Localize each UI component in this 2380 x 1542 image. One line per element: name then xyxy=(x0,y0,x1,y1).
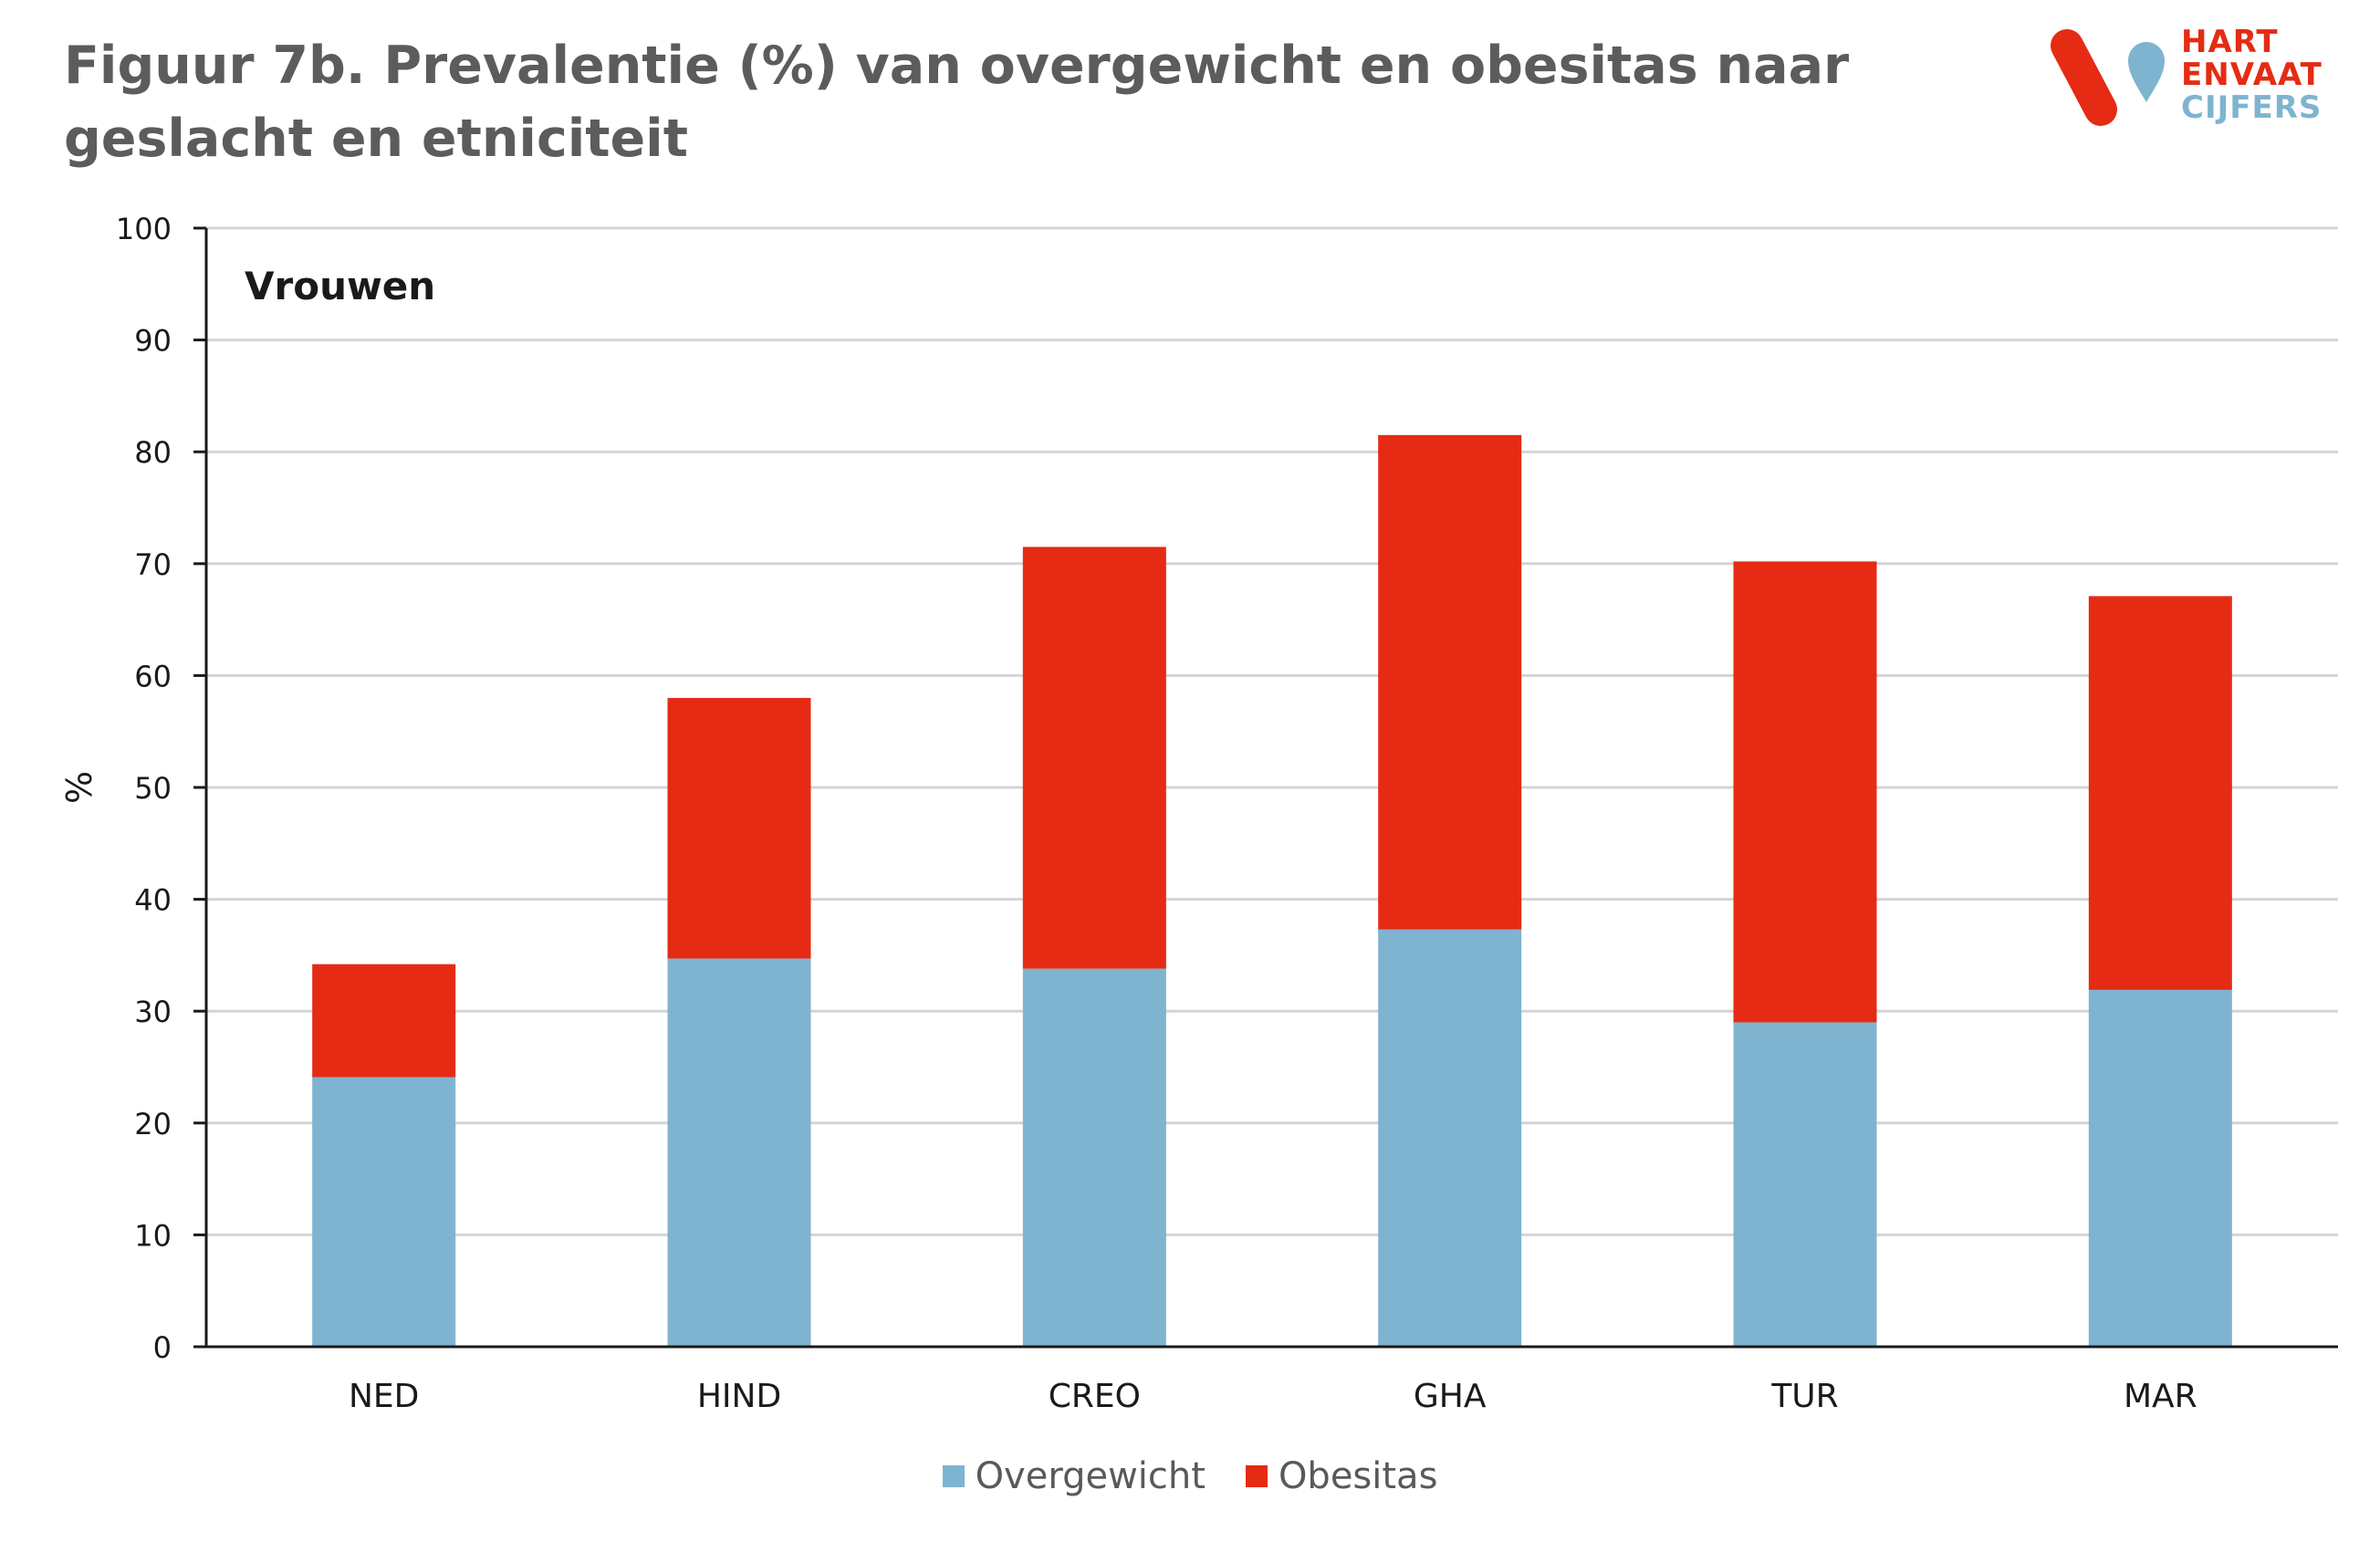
legend-item-obesitas: Obesitas xyxy=(1245,1455,1438,1497)
bar-obesitas-tur xyxy=(1733,561,1877,1023)
bar-overgewicht-mar xyxy=(2088,989,2232,1347)
bar-overgewicht-ned xyxy=(312,1077,456,1347)
chart-title: Figuur 7b. Prevalentie (%) van overgewic… xyxy=(64,36,1850,169)
bar-overgewicht-tur xyxy=(1733,1022,1877,1347)
legend-label-overgewicht: Overgewicht xyxy=(975,1455,1206,1497)
bar-overgewicht-gha xyxy=(1378,929,1522,1347)
x-tick-label-gha: GHA xyxy=(1414,1378,1487,1415)
y-tick-label-70: 70 xyxy=(134,547,172,582)
panel-label-vrouwen: Vrouwen xyxy=(245,264,435,308)
logo-text: HART ENVAAT CIJFERS xyxy=(2181,26,2323,124)
x-tick-label-tur: TUR xyxy=(1770,1378,1838,1415)
y-axis-label: % xyxy=(59,771,99,804)
legend-label-obesitas: Obesitas xyxy=(1278,1455,1438,1497)
legend-swatch-obesitas xyxy=(1245,1465,1268,1487)
bar-obesitas-mar xyxy=(2088,596,2232,990)
bar-overgewicht-hind xyxy=(667,958,811,1347)
bar-obesitas-creo xyxy=(1022,547,1166,969)
x-tick-label-hind: HIND xyxy=(697,1378,781,1415)
y-tick-label-80: 80 xyxy=(134,435,172,470)
y-tick-label-20: 20 xyxy=(134,1107,172,1141)
chart-legend: Overgewicht Obesitas xyxy=(0,1455,2380,1497)
bar-overgewicht-creo xyxy=(1022,968,1166,1347)
x-tick-label-mar: MAR xyxy=(2124,1378,2197,1415)
bar-obesitas-gha xyxy=(1378,434,1522,930)
y-tick-label-100: 100 xyxy=(116,212,172,246)
heart-vessel-logo-icon xyxy=(2051,29,2165,126)
x-tick-label-ned: NED xyxy=(349,1378,419,1415)
y-tick-label-30: 30 xyxy=(134,995,172,1029)
y-tick-label-50: 50 xyxy=(134,771,172,806)
bar-obesitas-hind xyxy=(667,697,811,959)
y-tick-label-60: 60 xyxy=(134,659,172,693)
bar-obesitas-ned xyxy=(312,964,456,1078)
legend-item-overgewicht: Overgewicht xyxy=(942,1455,1206,1497)
logo-line-en: EN xyxy=(2181,57,2230,93)
logo-line-vaat: VAAT xyxy=(2229,57,2323,93)
y-tick-label-40: 40 xyxy=(134,883,172,918)
logo-line-hart: HART xyxy=(2181,24,2279,60)
hart-en-vaat-cijfers-logo: HART ENVAAT CIJFERS xyxy=(2044,20,2354,139)
y-tick-label-0: 0 xyxy=(153,1330,172,1365)
legend-swatch-overgewicht xyxy=(942,1465,965,1487)
y-tick-label-10: 10 xyxy=(134,1218,172,1253)
y-tick-label-90: 90 xyxy=(134,324,172,359)
logo-line-cijfers: CIJFERS xyxy=(2181,89,2323,126)
x-tick-label-creo: CREO xyxy=(1049,1378,1141,1415)
